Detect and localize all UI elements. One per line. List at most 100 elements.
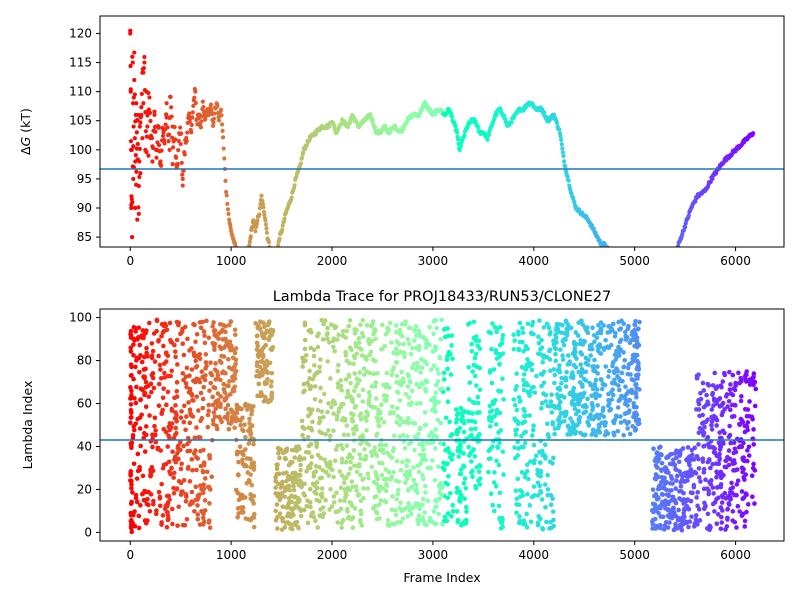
lambda-point <box>676 459 682 465</box>
lambda-point <box>539 497 545 502</box>
lambda-point <box>563 409 569 415</box>
dg-point <box>167 132 172 137</box>
lambda-point <box>496 388 501 394</box>
lambda-point <box>153 511 159 517</box>
lambda-point <box>401 379 406 385</box>
lambda-point <box>302 388 307 393</box>
lambda-marks <box>128 317 759 535</box>
lambda-point <box>719 403 724 408</box>
lambda-point <box>151 385 157 391</box>
lambda-point <box>549 410 555 415</box>
lambda-point <box>585 396 590 402</box>
lambda-point <box>558 347 563 352</box>
lambda-point <box>512 338 518 343</box>
lambda-point <box>181 352 187 358</box>
dg-point <box>140 136 145 141</box>
lambda-point <box>206 408 212 414</box>
lambda-point <box>358 441 363 447</box>
dg-point <box>138 171 143 176</box>
lambda-point <box>242 422 247 428</box>
lambda-y-axis-label: Lambda Index <box>20 381 35 470</box>
dg-point <box>223 178 228 183</box>
lambda-point <box>576 401 581 407</box>
lambda-point <box>702 500 707 506</box>
lambda-point <box>313 469 319 474</box>
lambda-point <box>589 402 595 408</box>
lambda-point <box>500 524 506 530</box>
lambda-point <box>477 476 483 481</box>
dg-point <box>200 99 206 104</box>
lambda-point <box>539 337 544 343</box>
lambda-point <box>242 462 248 468</box>
lambda-point <box>428 465 434 471</box>
dg-point <box>144 134 150 139</box>
lambda-point <box>340 329 346 334</box>
dg-y-axis-label: ΔG (kT) <box>18 108 33 155</box>
lambda-point <box>240 457 245 463</box>
lambda-point <box>374 516 380 522</box>
lambda-point <box>423 345 429 350</box>
lambda-point <box>325 336 330 342</box>
lambda-point <box>488 491 494 497</box>
lambda-point <box>405 514 410 519</box>
lambda-point <box>275 493 280 499</box>
lambda-point <box>718 383 724 389</box>
lambda-point <box>350 525 356 531</box>
lambda-point <box>626 362 632 367</box>
dg-point <box>144 89 149 94</box>
lambda-point <box>383 467 388 472</box>
lambda-plot-frame <box>99 308 785 542</box>
lambda-point <box>320 514 326 520</box>
lambda-point <box>393 323 399 328</box>
lambda-point <box>743 472 749 477</box>
lambda-point <box>694 519 700 525</box>
lambda-point <box>140 473 146 479</box>
lambda-point <box>438 485 443 491</box>
lambda-point <box>241 509 246 515</box>
lambda-point <box>698 390 703 396</box>
lambda-point <box>200 396 206 402</box>
lambda-point <box>678 472 684 477</box>
lambda-point <box>210 324 215 329</box>
lambda-point <box>315 407 321 413</box>
lambda-point <box>361 486 366 491</box>
lambda-point <box>514 384 519 389</box>
lambda-point <box>331 344 336 350</box>
lambda-point <box>709 422 714 428</box>
lambda-point <box>158 375 164 381</box>
lambda-point <box>708 465 713 471</box>
lambda-point <box>397 434 403 439</box>
lambda-point <box>274 466 280 472</box>
lambda-point <box>752 403 758 409</box>
lambda-point <box>315 525 321 530</box>
lambda-point <box>732 446 738 452</box>
lambda-point <box>494 356 500 361</box>
lambda-point <box>209 372 215 378</box>
lambda-point <box>246 477 252 483</box>
lambda-point <box>422 410 428 415</box>
lambda-point <box>387 385 392 390</box>
lambda-point <box>333 447 339 452</box>
dg-point <box>131 176 136 182</box>
lambda-point <box>195 512 201 517</box>
lambda-point <box>746 444 752 450</box>
lambda-point <box>198 483 203 488</box>
lambda-point <box>403 480 408 485</box>
lambda-point <box>211 328 217 334</box>
lambda-point <box>332 458 338 464</box>
lambda-point <box>720 428 726 434</box>
lambda-point <box>328 486 333 492</box>
lambda-point <box>612 381 618 386</box>
lambda-point <box>331 474 336 480</box>
lambda-point <box>130 432 136 438</box>
lambda-point <box>455 448 461 454</box>
dg-point <box>190 115 195 120</box>
lambda-point <box>440 465 446 471</box>
lambda-point <box>329 504 335 509</box>
lambda-point <box>284 478 289 484</box>
lambda-point <box>457 425 463 431</box>
lambda-point <box>568 416 573 421</box>
lambda-point <box>334 413 340 419</box>
lambda-point <box>213 377 219 382</box>
lambda-point <box>343 459 349 465</box>
